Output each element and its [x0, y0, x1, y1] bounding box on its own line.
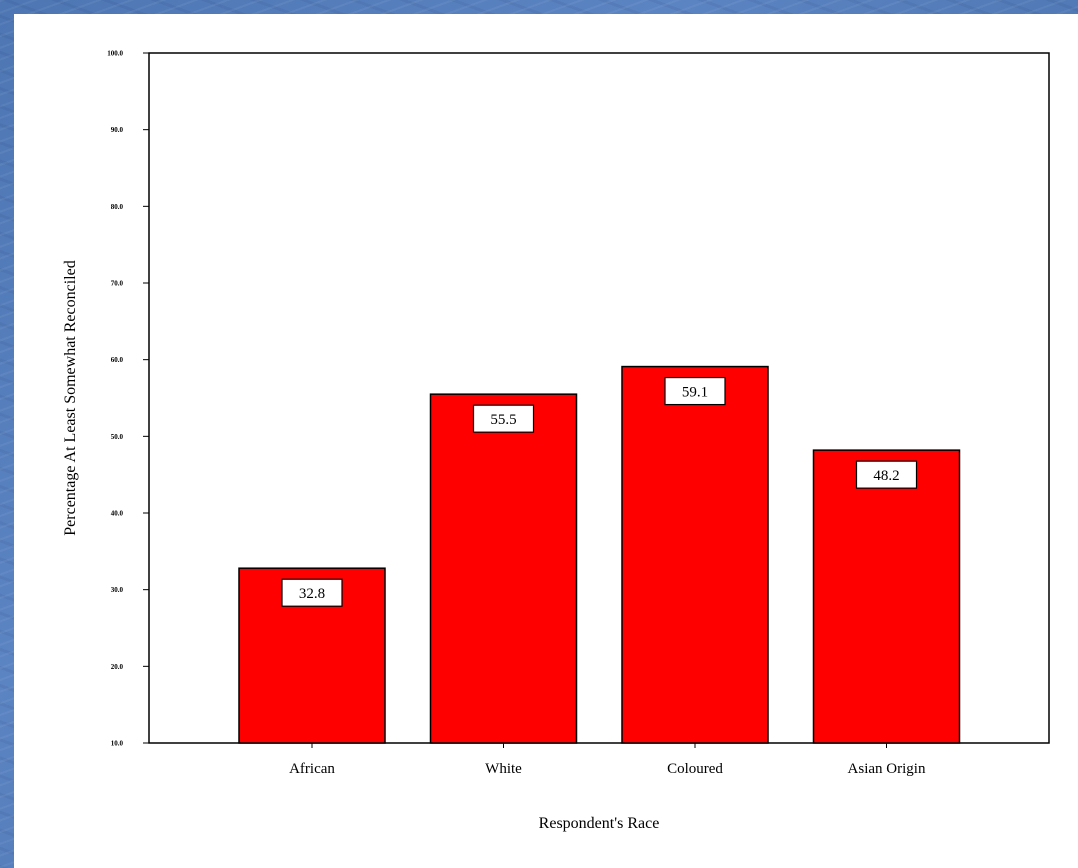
y-tick-label: 50.0: [111, 433, 124, 441]
data-label: 32.8: [299, 586, 325, 602]
x-tick-label: African: [289, 761, 335, 777]
data-label: 48.2: [873, 468, 899, 484]
y-tick-label: 30.0: [111, 586, 124, 594]
y-axis: 10.0 20.0 30.0 40.0 50.0 60.0 70.0 80.0 90.0 100.…: [107, 50, 149, 748]
x-tick-label: Asian Origin: [848, 761, 926, 777]
data-label-box: [855, 460, 918, 489]
bar-white: [429, 393, 578, 744]
y-tick-label: 60.0: [111, 356, 124, 364]
data-label: 55.5: [490, 412, 516, 428]
data-label-box: [664, 376, 726, 406]
y-axis-title: Percentage At Least Somewhat Reconciled: [62, 260, 79, 535]
y-tick-label: 20.0: [111, 663, 124, 671]
bar-coloured: [621, 365, 769, 744]
data-label-box: [281, 578, 343, 607]
y-tick-label: 10.0: [111, 740, 124, 748]
x-tick-label: Coloured: [667, 761, 723, 777]
x-axis: African White Coloured Asian Origin: [289, 743, 926, 777]
data-label: 59.1: [682, 385, 708, 401]
bar-asian-origin: [812, 449, 961, 744]
plot-frame: [148, 52, 1050, 744]
bars: 32.8 55.5 59.1 48.2: [238, 365, 961, 744]
data-label-box: [472, 404, 535, 433]
x-tick-label: White: [485, 761, 522, 777]
y-tick-label: 80.0: [111, 203, 124, 211]
y-tick-label: 40.0: [111, 510, 124, 518]
y-tick-label: 90.0: [111, 126, 124, 134]
y-tick-label: 70.0: [111, 280, 124, 288]
y-tick-label: 100.0: [107, 50, 123, 58]
x-axis-title: Respondent's Race: [539, 815, 660, 832]
